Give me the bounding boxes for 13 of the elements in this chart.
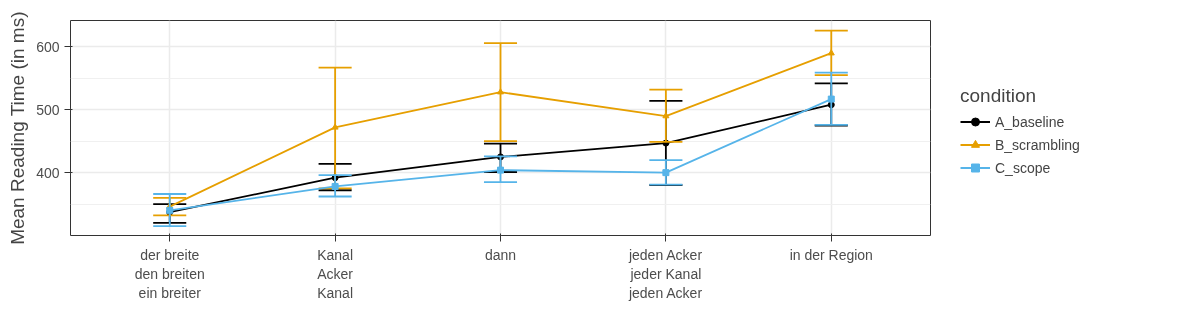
y-tick-label: 500	[36, 101, 60, 118]
y-axis-title: Mean Reading Time (in ms)	[7, 11, 29, 245]
legend-label: B_scrambling	[995, 136, 1080, 153]
legend-label: C_scope	[995, 159, 1051, 176]
x-tick-label: jeden Acker jeder Kanal jeden Acker	[627, 246, 703, 301]
legend-label: A_baseline	[995, 113, 1065, 130]
x-tick-label: der breite den breiten ein breiter	[134, 246, 205, 301]
x-tick-label: Kanal Acker Kanal	[317, 246, 354, 301]
legend-title: condition	[960, 84, 1038, 107]
x-tick-label: in der Region	[789, 246, 873, 263]
y-tick-label: 400	[36, 164, 60, 181]
x-tick-label: dann	[484, 246, 517, 263]
y-tick-label: 600	[36, 38, 60, 55]
